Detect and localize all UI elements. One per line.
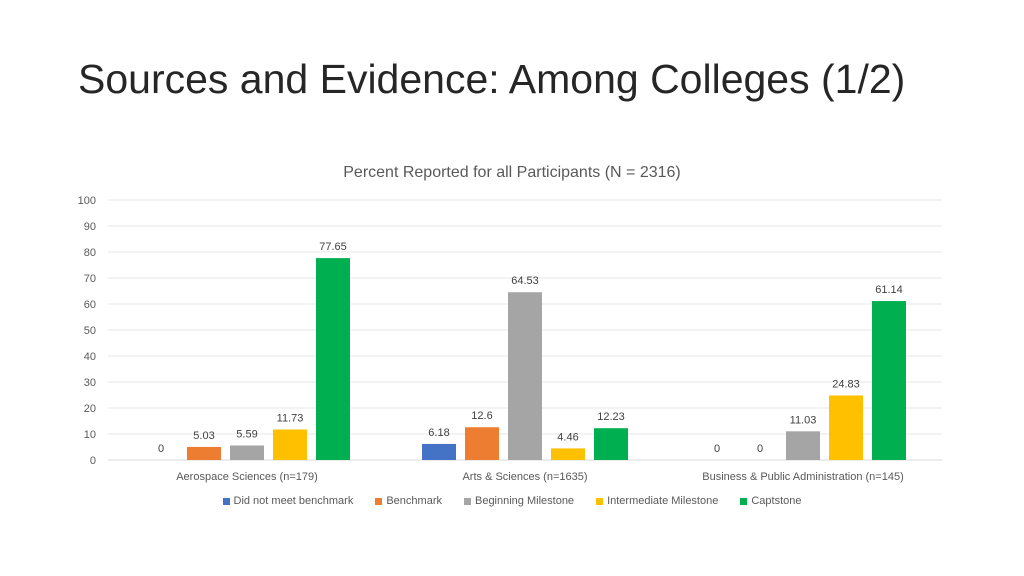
legend-label: Did not meet benchmark	[233, 495, 354, 507]
data-label: 11.03	[790, 414, 817, 426]
y-tick-label: 50	[84, 325, 96, 337]
bar	[829, 395, 863, 460]
legend-swatch	[463, 497, 471, 505]
legend-label: Beginning Milestone	[474, 495, 575, 507]
data-label: 77.65	[319, 241, 347, 253]
data-label: 61.14	[875, 284, 903, 296]
y-tick-label: 40	[84, 351, 96, 363]
bar	[230, 445, 264, 460]
legend-item: Intermediate Milestone	[596, 495, 718, 507]
chart-legend: Did not meet benchmark Benchmark Beginning…	[0, 495, 1024, 507]
data-label: 0	[158, 443, 164, 455]
data-label: 0	[757, 443, 763, 455]
y-tick-label: 70	[84, 273, 96, 285]
data-label: 64.53	[511, 275, 539, 287]
bar	[872, 301, 906, 460]
legend-item: Benchmark	[375, 495, 442, 507]
legend-item: Captstone	[740, 495, 802, 507]
y-tick-label: 10	[84, 429, 96, 441]
x-category-label: Business & Public Administration (n=145)	[702, 471, 903, 483]
bar	[508, 292, 542, 460]
data-label: 5.03	[193, 430, 214, 442]
bar	[551, 448, 585, 460]
bar	[594, 428, 628, 460]
data-label: 0	[714, 443, 720, 455]
legend-item: Beginning Milestone	[463, 495, 575, 507]
data-label: 5.59	[236, 428, 257, 440]
bar	[422, 443, 456, 460]
bar	[316, 258, 350, 460]
y-tick-label: 0	[90, 455, 96, 467]
data-label: 24.83	[832, 378, 860, 390]
data-label: 11.73	[277, 413, 304, 425]
bar	[187, 446, 221, 460]
y-tick-label: 60	[84, 299, 96, 311]
y-tick-label: 80	[84, 247, 96, 259]
legend-label: Intermediate Milestone	[607, 495, 719, 507]
y-tick-label: 90	[84, 221, 96, 233]
bar	[786, 431, 820, 460]
x-category-label: Aerospace Sciences (n=179)	[176, 471, 318, 483]
chart-title: Percent Reported for all Participants (N…	[343, 164, 681, 181]
bar	[465, 427, 499, 460]
x-category-label: Arts & Sciences (n=1635)	[462, 471, 587, 483]
data-label: 4.46	[557, 431, 578, 443]
legend-swatch	[596, 497, 604, 505]
y-tick-label: 30	[84, 377, 96, 389]
y-tick-label: 20	[84, 403, 96, 415]
legend-swatch	[740, 497, 748, 505]
legend-swatch	[222, 497, 230, 505]
legend-label: Benchmark	[386, 495, 442, 507]
legend-item: Did not meet benchmark	[222, 495, 354, 507]
legend-label: Captstone	[751, 495, 802, 507]
legend-swatch	[375, 497, 383, 505]
data-label: 12.6	[471, 410, 492, 422]
data-label: 6.18	[428, 427, 449, 439]
y-tick-label: 100	[78, 195, 96, 207]
bar	[273, 429, 307, 460]
data-label: 12.23	[597, 411, 625, 423]
slide-title: Sources and Evidence: Among Colleges (1/…	[78, 56, 906, 102]
